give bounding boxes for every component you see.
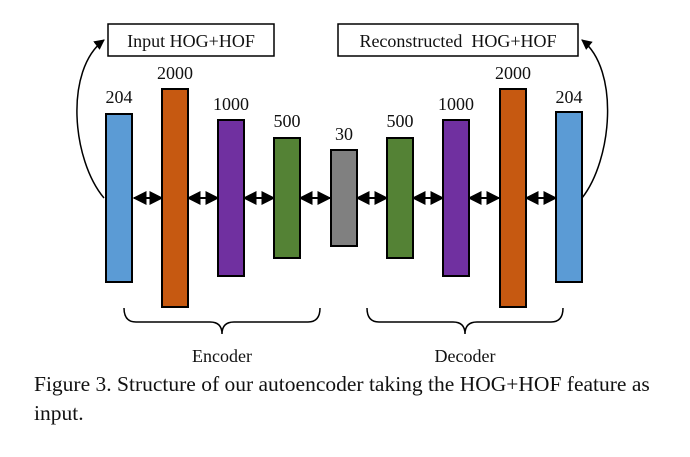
layer-units-2: 2000 (157, 63, 193, 83)
layer-bar-5 (330, 149, 358, 247)
output-box (337, 23, 579, 57)
layer-bar-2 (161, 88, 189, 308)
layer-units-7: 1000 (438, 94, 474, 114)
decoder-brace (366, 307, 564, 335)
layer-units-3: 1000 (213, 94, 249, 114)
input-box (107, 23, 275, 57)
layer-bar-8 (499, 88, 527, 308)
layer-bar-7 (442, 119, 470, 277)
layer-bar-1 (105, 113, 133, 283)
layer-units-8: 2000 (495, 63, 531, 83)
input-label: Input HOG+HOF (127, 31, 255, 51)
layer-units-9: 204 (556, 87, 583, 107)
layer-bar-6 (386, 137, 414, 259)
layer-bar-4 (273, 137, 301, 259)
decoder-label: Decoder (435, 346, 496, 366)
layer-units-1: 204 (106, 87, 133, 107)
layer-units-4: 500 (274, 111, 301, 131)
layer-units-5: 30 (335, 124, 353, 144)
layer-bar-9 (555, 111, 583, 283)
encoder-brace (123, 307, 321, 335)
figure-caption: Figure 3. Structure of our autoencoder t… (34, 372, 650, 425)
output-curve-arrow (581, 39, 609, 199)
layer-units-6: 500 (387, 111, 414, 131)
input-curve-arrow (76, 39, 105, 199)
output-label: Reconstructed HOG+HOF (359, 31, 556, 51)
autoencoder-diagram: Input HOG+HOF Reconstructed HOG+HOF 204 … (76, 23, 609, 366)
layer-bar-3 (217, 119, 245, 277)
encoder-label: Encoder (192, 346, 252, 366)
